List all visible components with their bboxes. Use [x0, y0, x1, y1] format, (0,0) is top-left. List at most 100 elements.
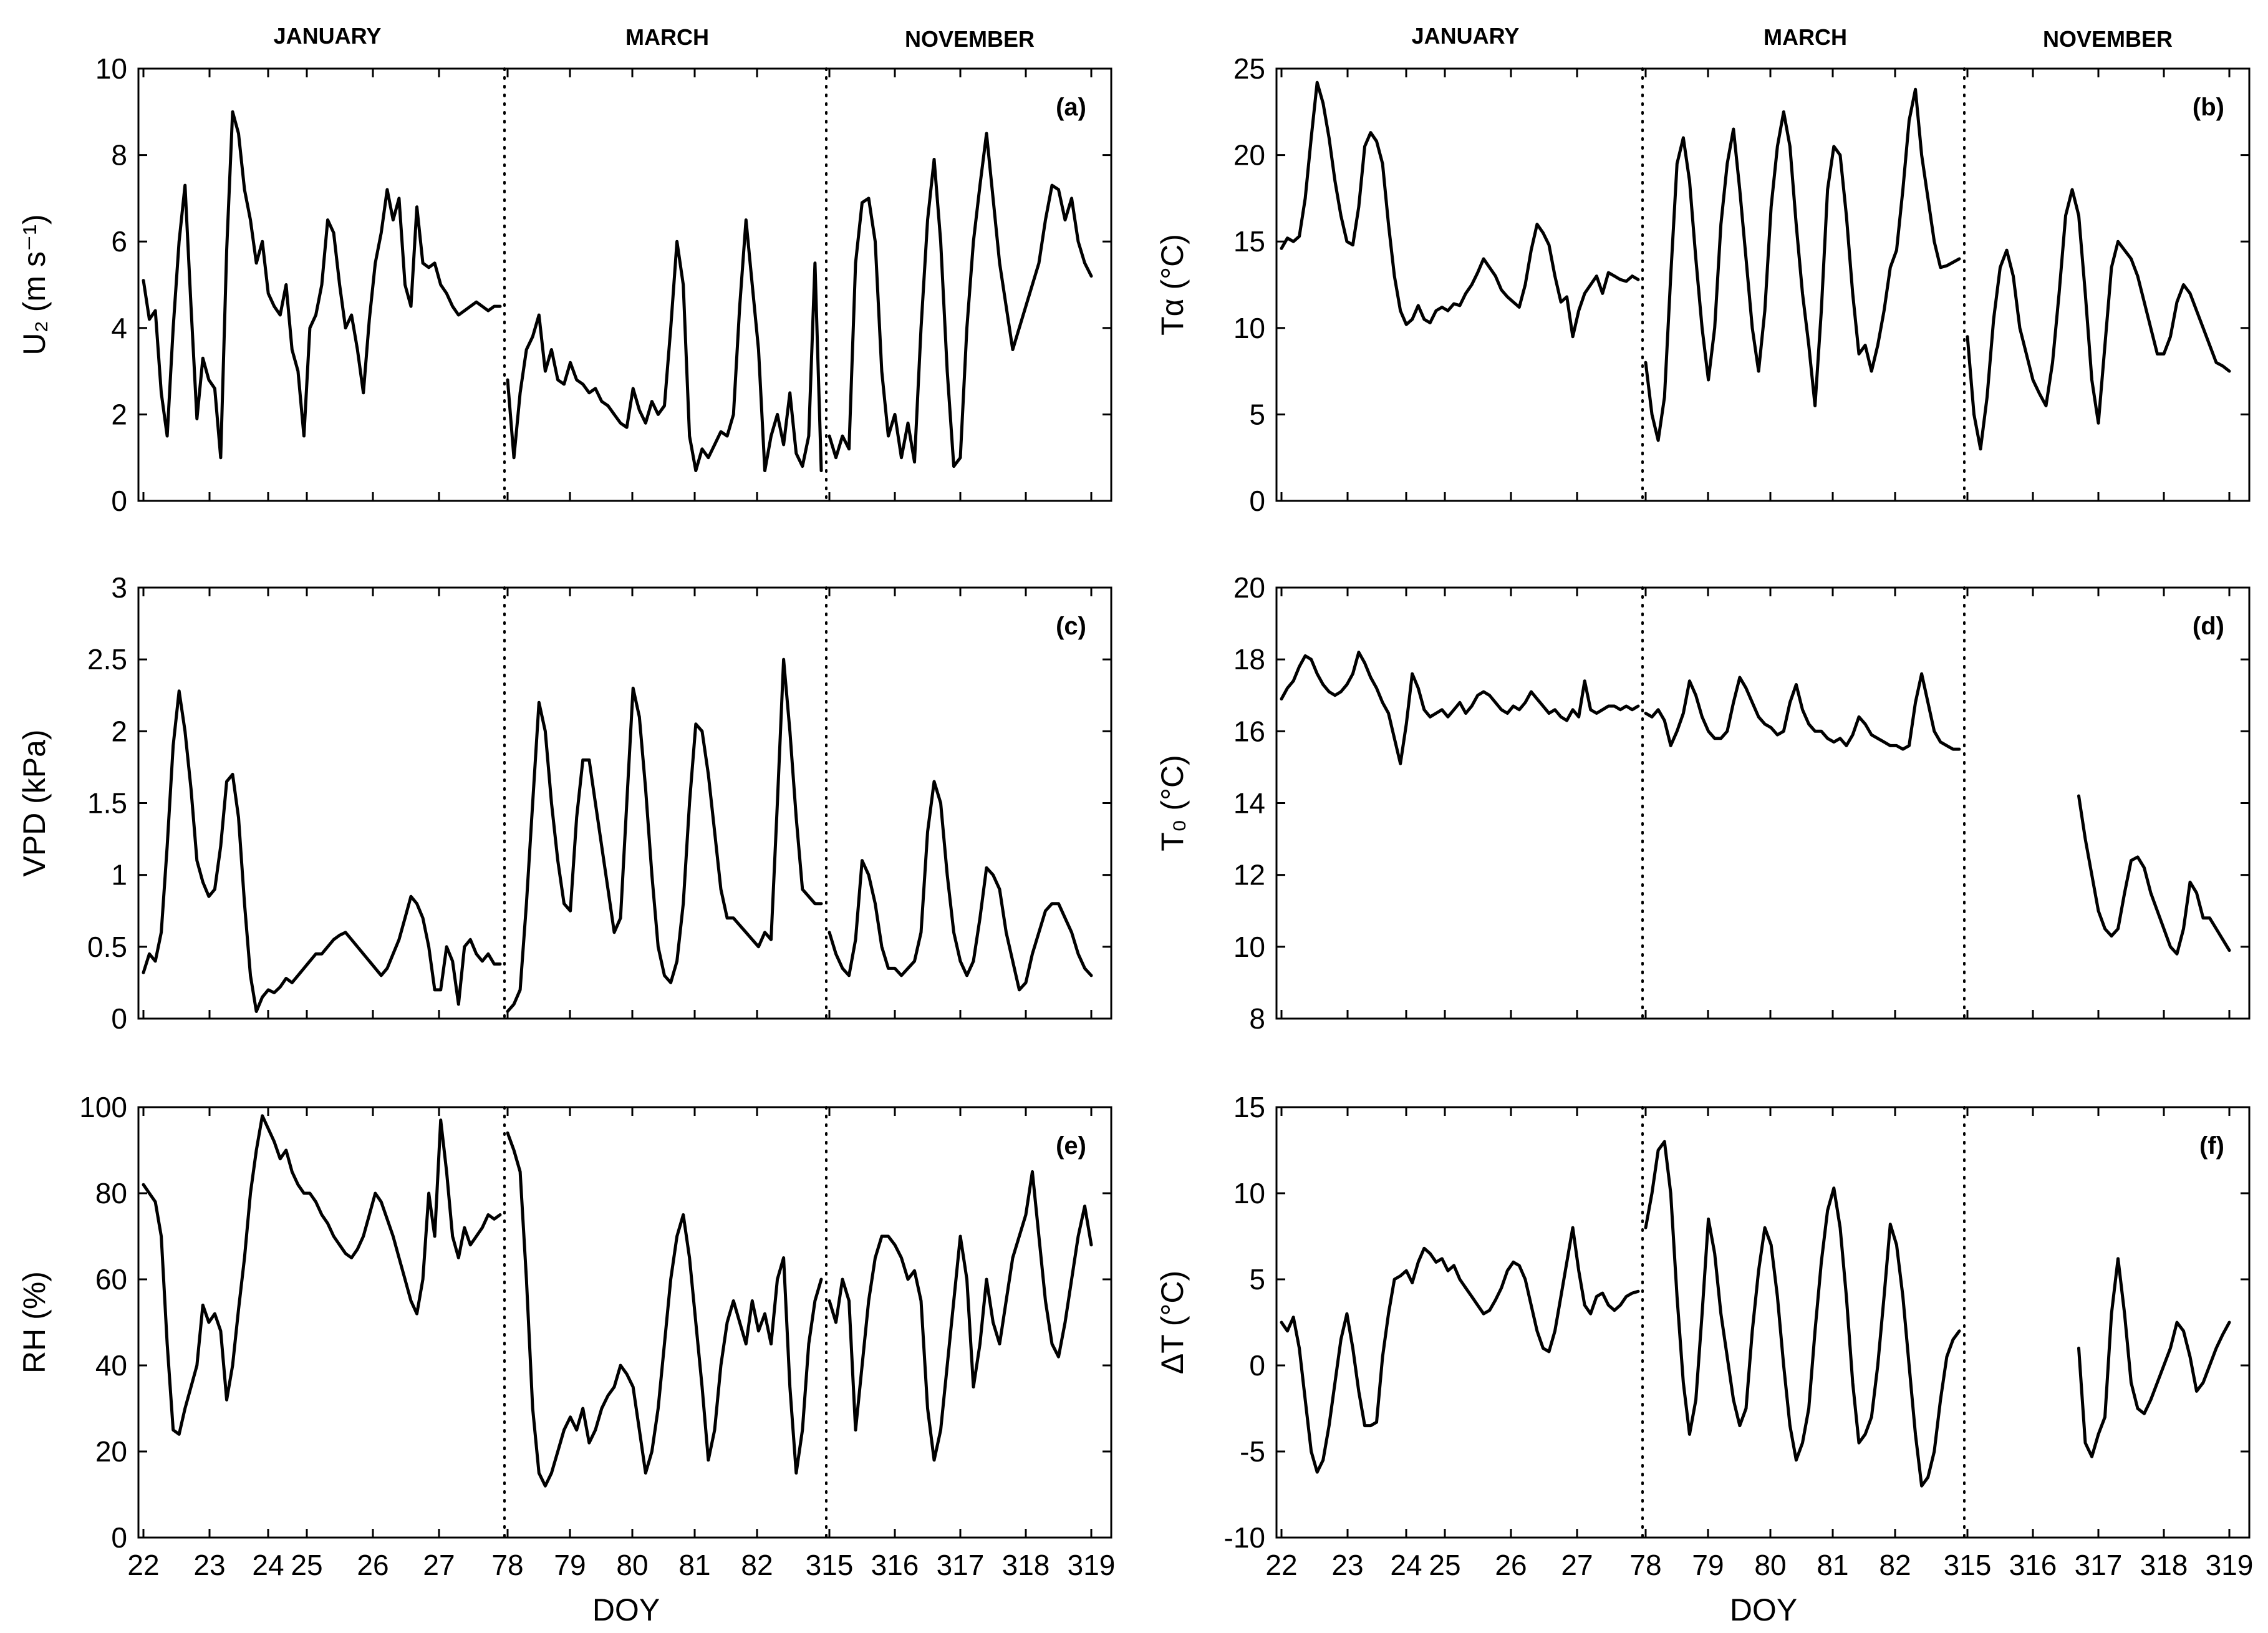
panel-label-e: (e): [1056, 1132, 1086, 1160]
y-tick-label: 10: [1233, 312, 1265, 344]
series-line-e-march: [506, 1131, 823, 1488]
y-tick-label: 0: [111, 1521, 127, 1554]
y-tick-label: 15: [1233, 1091, 1265, 1123]
plot-frame-a: [137, 67, 1112, 502]
y-tick-label: 3: [111, 571, 127, 604]
panel-c: 0 0.5 1 1.5 2 2.5 3 VPD (kPa) (c): [17, 571, 1112, 1035]
y-tick-label: 6: [111, 225, 127, 258]
panel-label-a: (a): [1056, 94, 1086, 121]
x-tick-label: 23: [193, 1549, 225, 1581]
plot-frame-c: [137, 586, 1112, 1020]
series-line-b-january: [1280, 80, 1640, 339]
x-axis-label-left: DOY: [592, 1592, 660, 1627]
x-tick-label: 22: [127, 1549, 159, 1581]
y-tick-label: -5: [1240, 1435, 1265, 1468]
x-tick-label: 317: [937, 1549, 985, 1581]
panel-label-b: (b): [2193, 94, 2224, 121]
series-line-a-january: [142, 110, 502, 460]
x-tick-label: 319: [2206, 1549, 2254, 1581]
y-axis-label-a: U₂ (m s⁻¹): [17, 214, 52, 355]
series-line-b-november: [1966, 188, 2231, 451]
y-tick-label: 20: [1233, 139, 1265, 172]
plot-frame-d: [1275, 586, 2251, 1020]
month-label-left-january: JANUARY: [274, 23, 382, 49]
x-axis-label-right: DOY: [1730, 1592, 1797, 1627]
series-line-e-january: [142, 1114, 502, 1436]
y-tick-label: 0: [111, 485, 127, 517]
y-tick-label: 8: [1249, 1002, 1265, 1035]
y-axis-label-e: RH (%): [17, 1271, 52, 1374]
month-label-left-march: MARCH: [625, 24, 709, 50]
y-tick-label: -10: [1224, 1521, 1265, 1554]
y-tick-label: 2: [111, 398, 127, 430]
panel-a: 0 2 4 6 8 10 U₂ (m s⁻¹) (a): [17, 52, 1112, 517]
month-label-right-november: NOVEMBER: [2043, 26, 2173, 52]
x-tick-label: 317: [2075, 1549, 2123, 1581]
y-tick-label: 2.5: [87, 643, 127, 676]
x-tick-label: 82: [1879, 1549, 1911, 1581]
x-tick-label: 80: [1754, 1549, 1786, 1581]
plot-frame-f: [1275, 1106, 2251, 1539]
series-line-f-january: [1280, 1226, 1640, 1474]
y-tick-label: 80: [95, 1177, 127, 1209]
panel-e: 0 20 40 60 80 100 22 23 24 25 26 27 78 79 80 81 82 315 316…: [17, 1091, 1115, 1581]
series-line-e-november: [828, 1170, 1093, 1462]
y-axis-label-d: T₀ (°C): [1155, 755, 1190, 851]
y-axis-label-c: VPD (kPa): [17, 729, 52, 876]
x-tick-label: 82: [741, 1549, 773, 1581]
panel-f: -10 -5 0 5 10 15 22 23 24 25 26 27 78 79 80 81 82 315 316 3…: [1155, 1091, 2253, 1581]
x-tick-label: 319: [1068, 1549, 1116, 1581]
x-tick-label: 25: [291, 1549, 322, 1581]
series-line-d-november: [2077, 794, 2231, 956]
series-line-c-november: [828, 780, 1093, 992]
y-tick-label: 18: [1233, 643, 1265, 676]
y-tick-label: 0: [111, 1002, 127, 1035]
x-tick-label: 26: [357, 1549, 388, 1581]
y-tick-label: 12: [1233, 859, 1265, 891]
y-tick-label: 60: [95, 1263, 127, 1296]
x-tick-label: 315: [806, 1549, 854, 1581]
y-tick-label: 10: [1233, 931, 1265, 963]
y-tick-label: 0: [1249, 485, 1265, 517]
y-axis-label-f: ΔT (°C): [1155, 1271, 1190, 1374]
panel-label-c: (c): [1056, 613, 1086, 640]
x-tick-label: 318: [1002, 1549, 1050, 1581]
x-tick-label: 315: [1944, 1549, 1992, 1581]
y-tick-label: 14: [1233, 787, 1265, 820]
x-tick-label: 81: [678, 1549, 710, 1581]
month-label-left-november: NOVEMBER: [905, 26, 1035, 52]
series-line-c-january: [142, 689, 502, 1013]
series-line-c-march: [506, 657, 823, 1013]
series-line-d-march: [1644, 672, 1961, 751]
x-tick-label: 81: [1817, 1549, 1848, 1581]
x-tick-label: 79: [554, 1549, 586, 1581]
y-tick-label: 4: [111, 312, 127, 344]
y-tick-label: 25: [1233, 52, 1265, 85]
month-label-right-march: MARCH: [1764, 24, 1847, 50]
y-tick-label: 0: [1249, 1349, 1265, 1382]
x-tick-label: 25: [1429, 1549, 1460, 1581]
plot-frame-b: [1275, 67, 2251, 502]
month-label-right-january: JANUARY: [1412, 23, 1520, 49]
y-tick-label: 20: [1233, 571, 1265, 604]
panel-label-d: (d): [2193, 613, 2224, 640]
x-tick-label: 78: [1629, 1549, 1661, 1581]
y-tick-label: 2: [111, 715, 127, 747]
y-tick-label: 1: [111, 859, 127, 891]
x-tick-label: 24: [252, 1549, 284, 1581]
series-line-d-january: [1280, 651, 1640, 765]
y-tick-label: 15: [1233, 225, 1265, 258]
series-line-a-march: [506, 218, 823, 472]
series-line-b-march: [1644, 87, 1961, 442]
plot-frame-e: [137, 1106, 1112, 1539]
x-tick-label: 23: [1331, 1549, 1363, 1581]
y-tick-label: 5: [1249, 1263, 1265, 1296]
series-line-f-november: [2077, 1257, 2231, 1458]
panel-label-f: (f): [2199, 1132, 2224, 1160]
y-tick-label: 10: [95, 52, 127, 85]
y-tick-label: 20: [95, 1435, 127, 1468]
series-line-f-march: [1644, 1140, 1961, 1488]
panel-d: 8 10 12 14 16 18 20 T₀ (°C) (d): [1155, 571, 2251, 1035]
x-tick-label: 26: [1495, 1549, 1527, 1581]
